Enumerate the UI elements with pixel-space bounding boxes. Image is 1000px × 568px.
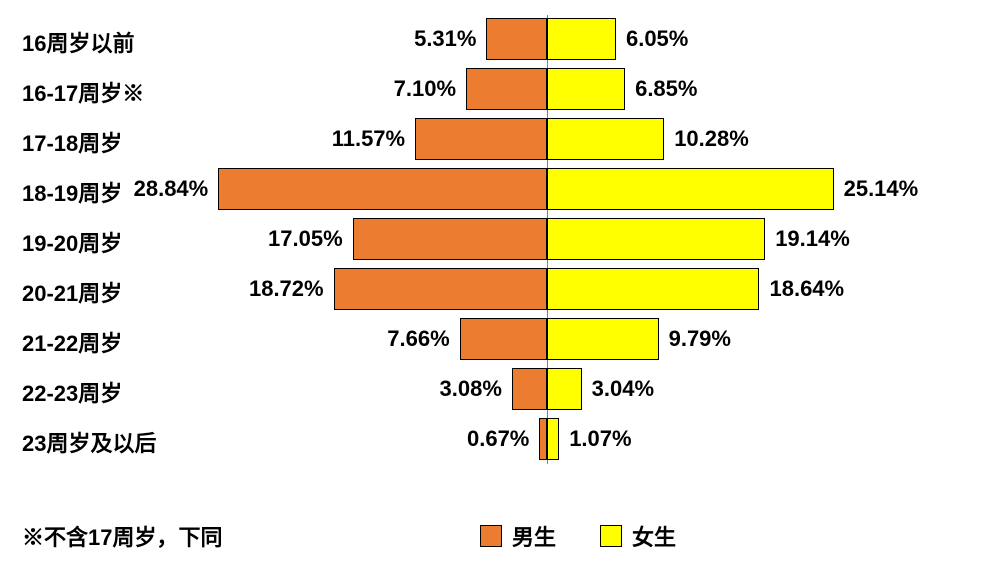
chart-row: 23周岁及以后 0.67% 1.07% bbox=[0, 418, 1000, 460]
category-label: 20-21周岁 bbox=[0, 276, 230, 308]
category-label: 16周岁以前 bbox=[0, 26, 230, 58]
legend-swatch-female bbox=[600, 525, 622, 547]
chart-row: 21-22周岁 7.66% 9.79% bbox=[0, 318, 1000, 360]
value-label-female: 10.28% bbox=[674, 126, 749, 152]
bar-female bbox=[547, 68, 625, 110]
chart-row: 17-18周岁 11.57% 10.28% bbox=[0, 118, 1000, 160]
bar-female bbox=[547, 18, 616, 60]
bar-male bbox=[486, 18, 547, 60]
bar-male bbox=[415, 118, 547, 160]
value-label-female: 9.79% bbox=[669, 326, 731, 352]
category-label: 19-20周岁 bbox=[0, 226, 230, 258]
bar-female bbox=[547, 218, 765, 260]
value-label-male: 7.10% bbox=[394, 76, 456, 102]
value-label-male: 28.84% bbox=[134, 176, 209, 202]
value-label-male: 11.57% bbox=[332, 126, 405, 152]
category-label: 21-22周岁 bbox=[0, 326, 230, 358]
value-label-female: 6.85% bbox=[635, 76, 697, 102]
bar-male bbox=[334, 268, 547, 310]
bar-female bbox=[547, 118, 664, 160]
chart-row: 18-19周岁28.84%25.14% bbox=[0, 168, 1000, 210]
value-label-male: 17.05% bbox=[268, 226, 343, 252]
chart-row: 16-17周岁※ 7.10% 6.85% bbox=[0, 68, 1000, 110]
bar-female bbox=[547, 368, 582, 410]
bar-female bbox=[547, 168, 834, 210]
value-label-male: 5.31% bbox=[414, 26, 476, 52]
chart-row: 20-21周岁 18.72% 18.64% bbox=[0, 268, 1000, 310]
value-label-male: 0.67% bbox=[467, 426, 529, 452]
chart-row: 16周岁以前 5.31% 6.05% bbox=[0, 18, 1000, 60]
bar-female bbox=[547, 268, 759, 310]
value-label-male: 3.08% bbox=[440, 376, 502, 402]
chart-row: 22-23周岁 3.08% 3.04% bbox=[0, 368, 1000, 410]
legend: 男生 女生 bbox=[480, 520, 676, 552]
value-label-female: 1.07% bbox=[569, 426, 631, 452]
footnote: ※不含17周岁，下同 bbox=[0, 520, 222, 552]
value-label-female: 3.04% bbox=[592, 376, 654, 402]
category-label: 22-23周岁 bbox=[0, 376, 230, 408]
value-label-female: 18.64% bbox=[769, 276, 844, 302]
legend-item-male: 男生 bbox=[480, 520, 556, 552]
value-label-male: 18.72% bbox=[249, 276, 324, 302]
value-label-female: 25.14% bbox=[844, 176, 919, 202]
bar-male bbox=[460, 318, 547, 360]
bar-male bbox=[512, 368, 547, 410]
category-label: 23周岁及以后 bbox=[0, 426, 230, 458]
value-label-female: 19.14% bbox=[775, 226, 850, 252]
value-label-female: 6.05% bbox=[626, 26, 688, 52]
legend-label-female: 女生 bbox=[632, 520, 676, 552]
category-label: 16-17周岁※ bbox=[0, 76, 230, 108]
legend-label-male: 男生 bbox=[512, 520, 556, 552]
bar-female bbox=[547, 318, 659, 360]
legend-swatch-male bbox=[480, 525, 502, 547]
bar-male bbox=[539, 418, 547, 460]
legend-item-female: 女生 bbox=[600, 520, 676, 552]
diverging-bar-chart: 16周岁以前 5.31% 6.05% 16-17周岁※ 7.10% 6.85% 17-18周… bbox=[0, 0, 1000, 568]
chart-row: 19-20周岁 17.05% 19.14% bbox=[0, 218, 1000, 260]
category-label: 17-18周岁 bbox=[0, 126, 230, 158]
value-label-male: 7.66% bbox=[387, 326, 449, 352]
bar-male bbox=[353, 218, 547, 260]
bar-male bbox=[218, 168, 547, 210]
bar-female bbox=[547, 418, 559, 460]
bar-male bbox=[466, 68, 547, 110]
